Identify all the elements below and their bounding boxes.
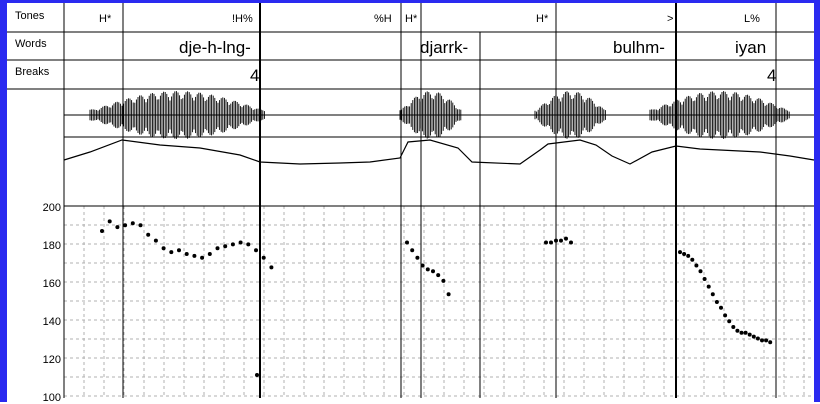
word-label-dje-h-lng[interactable]: dje-h-lng- <box>179 38 251 57</box>
pitch-point <box>238 240 243 245</box>
pitch-point <box>727 319 732 324</box>
pitch-points <box>100 219 773 377</box>
tone-label-percent-h[interactable]: %H <box>374 13 392 25</box>
pitch-tick-label: 140 <box>42 316 61 328</box>
pitch-point <box>431 269 435 274</box>
word-label-iyan[interactable]: iyan <box>735 38 767 57</box>
pitch-point <box>184 252 189 256</box>
pitch-point <box>223 244 228 249</box>
pitch-point <box>169 250 174 255</box>
pitch-point <box>177 248 181 253</box>
tones-tier-label: Tones <box>15 10 45 22</box>
pitch-point <box>115 225 120 230</box>
pitch-grid <box>64 206 814 398</box>
pitch-point <box>719 305 723 310</box>
pitch-point <box>768 340 773 345</box>
pitch-point <box>760 338 764 343</box>
pitch-point <box>446 292 451 297</box>
tone-label-l-percent[interactable]: L% <box>744 13 760 25</box>
pitch-tick-label: 180 <box>42 240 61 252</box>
pitch-point <box>751 334 756 339</box>
boundary-lines <box>122 3 777 398</box>
pitch-point <box>255 373 259 377</box>
pitch-point <box>549 240 553 245</box>
pitch-point <box>415 255 420 260</box>
pitch-point <box>441 278 446 283</box>
pitch-point <box>107 219 112 224</box>
pitch-point <box>261 255 266 260</box>
pitch-tick-label: 120 <box>42 354 61 366</box>
pitch-point <box>743 330 748 335</box>
pitch-point <box>735 328 740 333</box>
pitch-point <box>200 255 205 260</box>
pitch-point <box>123 223 128 228</box>
pitch-point <box>410 248 415 253</box>
pitch-point <box>544 240 548 245</box>
breaks-tier-label: Breaks <box>15 66 50 78</box>
pitch-point <box>755 336 760 341</box>
waveform-panel <box>64 91 814 139</box>
pitch-point <box>436 273 441 278</box>
pitch-point <box>146 232 151 237</box>
pitch-point <box>192 253 197 258</box>
pitch-point <box>554 238 558 243</box>
tone-label-greater-than[interactable]: > <box>667 13 674 25</box>
break-index-1[interactable]: 4 <box>250 66 260 85</box>
tone-label-downstep-h-percent[interactable]: !H% <box>232 13 253 25</box>
pitch-point <box>686 253 691 258</box>
pitch-point <box>569 240 573 245</box>
pitch-point <box>682 252 687 256</box>
pitch-point <box>130 221 135 226</box>
pitch-point <box>138 223 143 228</box>
pitch-point <box>254 248 258 253</box>
pitch-point <box>678 250 682 255</box>
pitch-point <box>100 229 104 233</box>
word-label-bulhm[interactable]: bulhm- <box>613 38 665 57</box>
pitch-point <box>723 313 728 318</box>
pitch-point <box>420 263 425 268</box>
pitch-point <box>425 267 430 272</box>
pitch-point <box>215 246 220 251</box>
pitch-point <box>706 284 711 289</box>
pitch-tick-label: 100 <box>42 392 61 404</box>
pitch-point <box>710 292 715 297</box>
pitch-point <box>269 265 274 270</box>
pitch-point <box>747 332 752 337</box>
pitch-point <box>246 242 251 247</box>
pitch-point <box>731 325 736 329</box>
pitch-point <box>690 257 695 262</box>
word-label-djarrk[interactable]: djarrk- <box>420 38 469 57</box>
tone-label-h-star-1[interactable]: H* <box>99 13 112 25</box>
pitch-point <box>714 300 719 304</box>
tier-dividers <box>7 3 814 398</box>
words-tier-label: Words <box>15 38 47 50</box>
pitch-point <box>764 338 769 343</box>
pitch-point <box>739 330 744 335</box>
pitch-point <box>702 277 707 281</box>
pitch-point <box>153 238 158 243</box>
break-index-2[interactable]: 4 <box>767 66 777 85</box>
intensity-contour <box>63 139 815 165</box>
pitch-tick-label: 200 <box>42 202 61 214</box>
pitch-tick-label: 160 <box>42 278 61 290</box>
pitch-point <box>207 252 212 256</box>
tone-label-h-star-2[interactable]: H* <box>405 13 418 25</box>
pitch-point <box>694 263 699 268</box>
pitch-point <box>559 238 563 243</box>
pitch-point <box>230 242 235 247</box>
pitch-point <box>698 269 703 274</box>
tone-label-h-star-3[interactable]: H* <box>536 13 549 25</box>
pitch-point <box>564 236 568 241</box>
pitch-point <box>161 246 166 251</box>
pitch-point <box>405 240 409 245</box>
